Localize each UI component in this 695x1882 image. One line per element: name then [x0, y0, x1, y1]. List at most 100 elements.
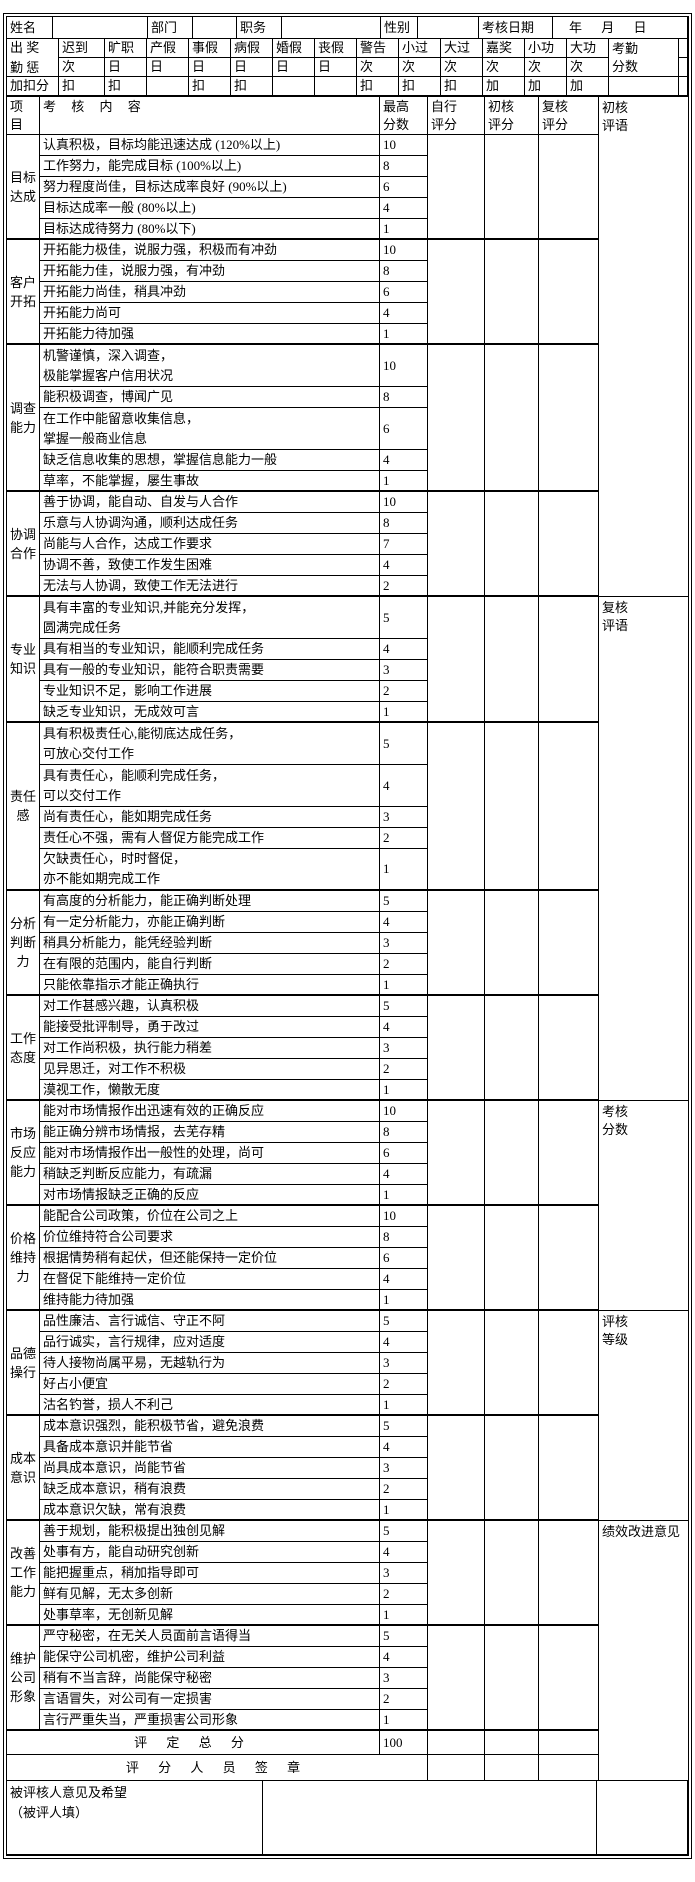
- self-score-cell-cost-awareness[interactable]: [428, 1416, 485, 1521]
- appraisal-grade-block[interactable]: 评核 等级: [599, 1311, 688, 1521]
- attendance-op-maternity-leave[interactable]: [147, 77, 189, 96]
- re-review-score-cell-responsibility[interactable]: [539, 723, 599, 891]
- attendance-op-funeral-leave[interactable]: [315, 77, 357, 96]
- attendance-op-minor-merit[interactable]: 加: [525, 77, 567, 96]
- signature-self-cell[interactable]: [428, 1755, 485, 1780]
- re-review-score-cell-coordination-cooperation[interactable]: [539, 492, 599, 597]
- attendance-op-warning[interactable]: 扣: [357, 77, 399, 96]
- criteria-text: 缺乏信息收集的思想，掌握信息能力一般: [40, 450, 380, 471]
- criteria-text: 只能依靠指示才能正确执行: [40, 975, 380, 996]
- re-review-score-cell-cost-awareness[interactable]: [539, 1416, 599, 1521]
- re-review-score-cell-professional-knowledge[interactable]: [539, 597, 599, 723]
- re-review-score-cell-company-image[interactable]: [539, 1626, 599, 1731]
- self-score-cell-market-response[interactable]: [428, 1101, 485, 1206]
- name-input-cell[interactable]: [53, 17, 148, 39]
- gender-input-cell[interactable]: [418, 17, 479, 39]
- first-review-score-cell-work-improvement[interactable]: [485, 1521, 539, 1626]
- first-review-score-cell-moral-conduct[interactable]: [485, 1311, 539, 1416]
- section-rows-goal-achievement: 认真积极，目标均能迅速达成 (120%以上) 10 工作努力，能完成目标 (100%…: [40, 135, 428, 240]
- re-review-score-cell-moral-conduct[interactable]: [539, 1311, 599, 1416]
- performance-improvement-block[interactable]: 绩效改进意见: [599, 1521, 688, 1780]
- attendance-unit-funeral-leave[interactable]: 日: [315, 58, 357, 77]
- self-score-cell-analysis-judgment[interactable]: [428, 891, 485, 996]
- criteria-row: 缺乏信息收集的思想，掌握信息能力一般 4: [40, 450, 428, 471]
- first-review-score-cell-work-attitude[interactable]: [485, 996, 539, 1101]
- self-score-cell-coordination-cooperation[interactable]: [428, 492, 485, 597]
- first-review-comment-block[interactable]: 初核 评语: [599, 97, 688, 597]
- self-score-cell-goal-achievement[interactable]: [428, 135, 485, 240]
- max-score-value: 1: [380, 849, 428, 891]
- first-review-score-cell-responsibility[interactable]: [485, 723, 539, 891]
- first-review-score-cell-client-development[interactable]: [485, 240, 539, 345]
- attendance-unit-marriage-leave[interactable]: 日: [273, 58, 315, 77]
- first-review-score-cell-price-maintenance[interactable]: [485, 1206, 539, 1311]
- attendance-unit-major-demerit[interactable]: 次: [441, 58, 483, 77]
- department-input-cell[interactable]: [193, 17, 237, 39]
- re-review-comment-block[interactable]: 复核 评语: [599, 597, 688, 1101]
- appraisal-score-block[interactable]: 考核 分数: [599, 1101, 688, 1311]
- re-review-score-cell-goal-achievement[interactable]: [539, 135, 599, 240]
- first-review-score-cell-coordination-cooperation[interactable]: [485, 492, 539, 597]
- opinion-side-cell[interactable]: [597, 1781, 688, 1855]
- attendance-unit-sick-leave[interactable]: 日: [231, 58, 273, 77]
- criteria-text: 言行严重失当，严重损害公司形象: [40, 1710, 380, 1731]
- self-score-cell-price-maintenance[interactable]: [428, 1206, 485, 1311]
- attendance-op-marriage-leave[interactable]: [273, 77, 315, 96]
- attendance-op-sick-leave[interactable]: 扣: [231, 77, 273, 96]
- self-score-cell-work-improvement[interactable]: [428, 1521, 485, 1626]
- self-score-cell-professional-knowledge[interactable]: [428, 597, 485, 723]
- attendance-op-awol[interactable]: 扣: [105, 77, 147, 96]
- first-review-score-cell-cost-awareness[interactable]: [485, 1416, 539, 1521]
- total-self-score-cell[interactable]: [428, 1731, 485, 1755]
- attendance-unit-awol[interactable]: 日: [105, 58, 147, 77]
- criteria-row: 具有一般的专业知识，能符合职责需要 3: [40, 660, 428, 681]
- attendance-op-commendation[interactable]: 加: [483, 77, 525, 96]
- attendance-unit-minor-demerit[interactable]: 次: [399, 58, 441, 77]
- total-first-review-cell[interactable]: [485, 1731, 539, 1755]
- re-review-score-cell-client-development[interactable]: [539, 240, 599, 345]
- re-review-score-cell-price-maintenance[interactable]: [539, 1206, 599, 1311]
- self-score-cell-work-attitude[interactable]: [428, 996, 485, 1101]
- first-review-score-cell-market-response[interactable]: [485, 1101, 539, 1206]
- first-review-score-cell-company-image[interactable]: [485, 1626, 539, 1731]
- attendance-op-personal-leave[interactable]: 扣: [189, 77, 231, 96]
- attendance-unit-maternity-leave[interactable]: 日: [147, 58, 189, 77]
- first-review-score-cell-professional-knowledge[interactable]: [485, 597, 539, 723]
- attendance-unit-warning[interactable]: 次: [357, 58, 399, 77]
- signature-first-cell[interactable]: [485, 1755, 539, 1780]
- signature-row: 评 分 人 员 签 章: [7, 1755, 599, 1780]
- total-re-review-cell[interactable]: [539, 1731, 599, 1755]
- re-review-score-cell-market-response[interactable]: [539, 1101, 599, 1206]
- self-score-cell-investigation-ability[interactable]: [428, 345, 485, 492]
- re-review-score-cell-analysis-judgment[interactable]: [539, 891, 599, 996]
- attendance-op-major-merit[interactable]: 加: [567, 77, 609, 96]
- attendance-op-minor-demerit[interactable]: 扣: [399, 77, 441, 96]
- criteria-text: 待人接物尚属平易，无越轨行为: [40, 1353, 380, 1374]
- position-input-cell[interactable]: [282, 17, 381, 39]
- attendance-unit-personal-leave[interactable]: 日: [189, 58, 231, 77]
- first-review-score-cell-investigation-ability[interactable]: [485, 345, 539, 492]
- attendance-op-late[interactable]: 扣: [59, 77, 105, 96]
- first-review-score-cell-analysis-judgment[interactable]: [485, 891, 539, 996]
- self-score-cell-company-image[interactable]: [428, 1626, 485, 1731]
- attendance-op-major-demerit[interactable]: 扣: [441, 77, 483, 96]
- attendance-unit-late[interactable]: 次: [59, 58, 105, 77]
- self-score-cell-moral-conduct[interactable]: [428, 1311, 485, 1416]
- appraisal-date-input-cell[interactable]: 年 月 日: [553, 17, 688, 39]
- attendance-score-input[interactable]: [609, 77, 679, 96]
- self-score-cell-client-development[interactable]: [428, 240, 485, 345]
- self-score-cell-responsibility[interactable]: [428, 723, 485, 891]
- re-review-score-cell-work-improvement[interactable]: [539, 1521, 599, 1626]
- max-score-value: 4: [380, 1269, 428, 1290]
- attendance-unit-major-merit[interactable]: 次: [567, 58, 609, 77]
- criteria-row: 具有相当的专业知识，能顺利完成任务 4: [40, 639, 428, 660]
- attendance-score-col: 考勤 分数: [609, 39, 679, 96]
- first-review-score-cell-goal-achievement[interactable]: [485, 135, 539, 240]
- attendance-unit-minor-merit[interactable]: 次: [525, 58, 567, 77]
- opinion-input-area[interactable]: [263, 1781, 597, 1855]
- re-review-score-cell-work-attitude[interactable]: [539, 996, 599, 1101]
- opinion-row: 被评核人意见及希望 （被评人填）: [7, 1781, 688, 1855]
- signature-review-cell[interactable]: [539, 1755, 599, 1780]
- re-review-score-cell-investigation-ability[interactable]: [539, 345, 599, 492]
- attendance-unit-commendation[interactable]: 次: [483, 58, 525, 77]
